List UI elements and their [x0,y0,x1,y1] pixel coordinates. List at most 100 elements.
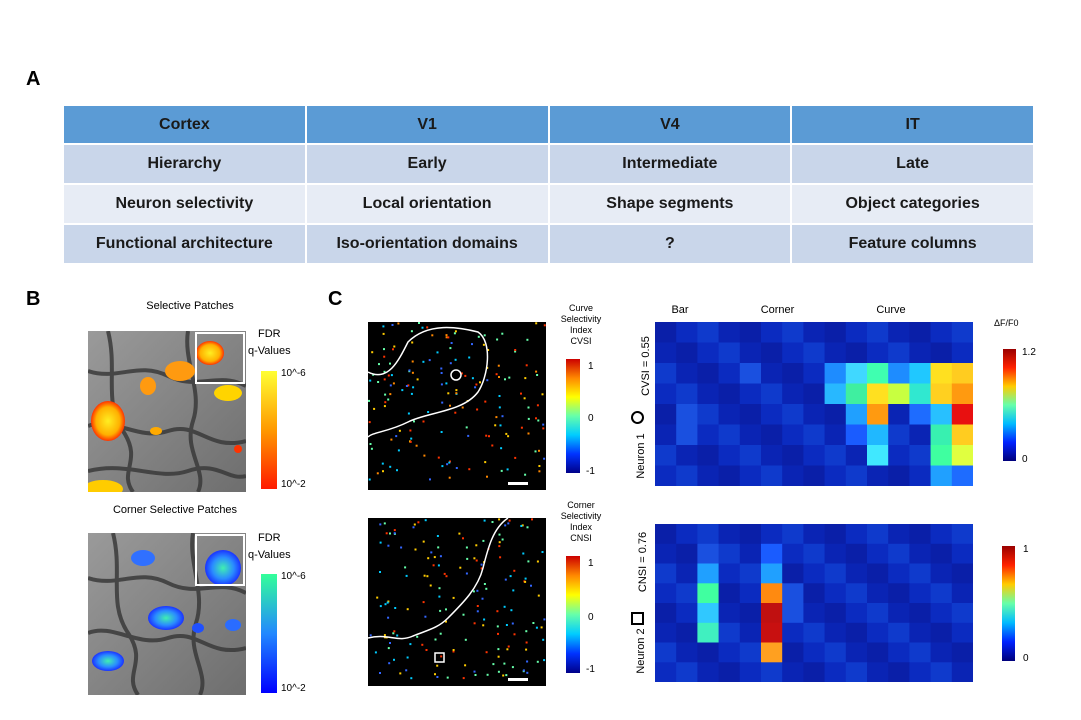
neuron-dot [464,664,467,667]
heatmap-cell [782,404,804,425]
group-label-bar: Bar [671,304,689,316]
heatmap-cell [697,363,720,384]
heatmap-cell [718,445,741,466]
neuron-dot [398,429,401,432]
neuron-dot [535,322,538,325]
heatmap-cell [909,465,932,486]
heatmap-cell [739,662,762,682]
heatmap-cell [761,563,783,584]
heatmap-cell [930,424,953,446]
heatmap-cell [824,603,847,624]
neuron-dot [414,548,417,551]
heatmap-cell [824,363,847,384]
heatmap-cell [803,322,826,343]
heatmap-cell [761,603,783,624]
neuron-dot [492,663,495,666]
neuron-dot [394,607,397,609]
table-cell: Shape segments [547,183,793,225]
heatmap-cell [824,563,847,584]
neuron-dot [468,468,471,471]
heatmap-cell [909,445,932,466]
heatmap-cell [739,543,762,565]
fdr-min-bottom: 10^-2 [281,683,306,694]
heatmap-cell [888,563,910,584]
neuron-dot [390,438,393,441]
neuron-dot [383,355,386,358]
neuron-dot [543,659,546,662]
heatmap-cell [739,445,762,466]
neuron-dot [383,348,385,351]
neuron-dot [475,544,478,547]
neuron-dot [473,622,476,625]
heatmap-cell [655,662,677,682]
heatmap-cell [782,543,804,565]
neuron-dot [525,630,528,633]
neuron-dot [481,597,484,600]
neuron-dot [436,664,439,667]
neuron-dot [530,584,532,587]
neuron-dot [449,362,452,365]
neuron-dot [511,622,514,625]
neuron1-scale-min: 0 [1022,454,1028,465]
heatmap-cell [824,642,847,663]
neuron-dot [439,555,442,558]
neuron-dot [376,472,379,475]
heatmap-cell [867,424,889,446]
neuron-dot [412,386,415,389]
heatmap-cell [824,404,847,425]
heatmap-cell [888,465,910,486]
group-label-corner: Corner [760,304,795,316]
neuron-dot [527,406,530,409]
neuron-dot [397,449,400,452]
neuron-dot [483,519,486,522]
heatmap-cell [930,543,953,565]
heatmap-cell [761,342,783,364]
heatmap-cell [909,363,932,384]
neuron-dot [542,638,545,641]
neuron-dot [499,556,502,559]
heatmap-cell [845,404,868,425]
neuron-dot [498,541,501,544]
heatmap-cell [824,445,847,466]
neuron-dot [422,360,425,363]
neuron-dot [497,632,499,635]
heatmap-cell [697,445,720,466]
neuron-dot [538,465,541,467]
neuron-dot [409,440,412,443]
neuron-dot [369,634,372,637]
corner-selective-patches-title: Corner Selective Patches [112,504,238,516]
neuron-dot [526,338,529,341]
neuron-dot [393,630,396,633]
heatmap-cell [909,404,932,425]
table-cell: Iso-orientation domains [304,223,550,265]
heatmap-cell [888,363,910,384]
neuron-dot [377,381,380,383]
neuron1-scale-max: 1.2 [1022,347,1036,358]
neuron-dot [461,406,464,409]
heatmap-cell [951,662,973,682]
heatmap-cell [718,342,741,364]
neuron-dot [425,649,428,651]
heatmap-cell [951,583,973,604]
neuron-dot [536,374,539,376]
neuron-dot [410,330,413,333]
heatmap-cell [697,322,720,343]
neuron-dot [508,376,511,379]
neuron-dot [538,449,540,452]
neuron-dot [433,556,436,559]
cvsi-tick: 0 [588,413,594,424]
neuron-dot [485,651,488,654]
neuron-dot [378,363,380,366]
fdr-max-bottom: 10^-6 [281,571,306,582]
heatmap-cell [951,642,973,663]
heatmap-cell [867,404,889,425]
heatmap-cell [824,622,847,644]
cnsi-tick: -1 [586,664,595,675]
neuron-dot [505,432,508,435]
heatmap-cell [845,603,868,624]
cvsi-index-label: Curve Selectivity Index CVSI [553,303,609,347]
neuron-dot [526,660,529,663]
heatmap-cell [845,424,868,446]
neuron-dot [476,589,479,592]
neuron-dot [436,351,439,354]
